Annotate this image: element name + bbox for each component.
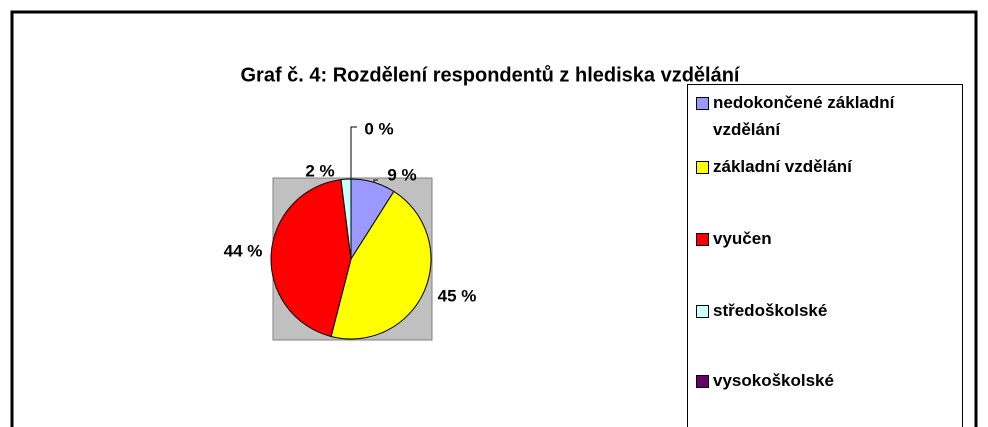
legend-item: základní vzdělání: [696, 153, 958, 180]
data-label: 2 %: [305, 161, 334, 180]
pie-slice: [270, 179, 352, 338]
legend-label: nedokončené základní vzdělání: [713, 93, 895, 139]
legend-label: vyučen: [713, 229, 772, 248]
legend: nedokončené základní vzdělání základní vz…: [687, 84, 963, 427]
legend-item: středoškolské: [696, 297, 958, 324]
chart-title: Graf č. 4: Rozdělení respondentů z hledi…: [240, 64, 740, 86]
legend-label: středoškolské: [713, 301, 828, 320]
leader-line: [350, 126, 357, 178]
legend-label: základní vzdělání: [713, 157, 852, 176]
legend-swatch: [696, 97, 709, 110]
pie-slice: [330, 190, 432, 340]
data-label: 45 %: [438, 286, 477, 305]
data-label: 44 %: [224, 241, 263, 260]
legend-swatch: [696, 161, 709, 174]
legend-label: vysokoškolské: [713, 371, 834, 390]
data-label: 9 %: [387, 165, 416, 184]
legend-item: vysokoškolské: [696, 367, 958, 394]
legend-swatch: [696, 305, 709, 318]
legend-swatch: [696, 375, 709, 388]
data-label: 0 %: [364, 119, 393, 138]
legend-item: vyučen: [696, 225, 958, 252]
legend-swatch: [696, 233, 709, 246]
legend-item: nedokončené základní vzdělání: [696, 89, 958, 143]
